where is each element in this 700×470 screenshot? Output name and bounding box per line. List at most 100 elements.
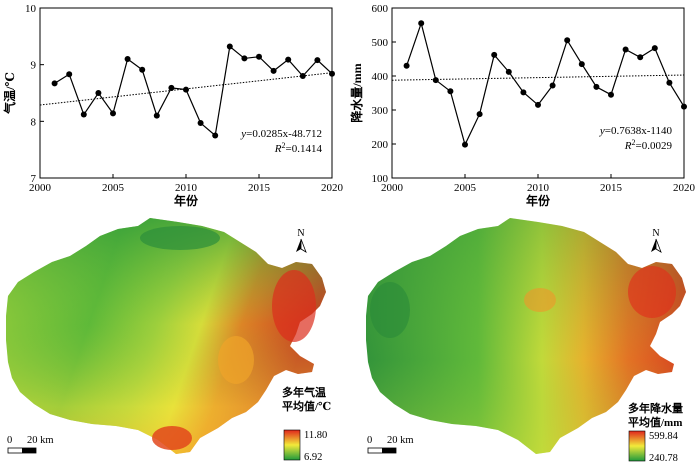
c2-data-point — [505, 68, 512, 75]
c1-data-point — [197, 120, 204, 127]
precipitation-trend-line — [391, 74, 685, 81]
c1-xtick-label: 2000 — [29, 182, 52, 194]
c2-xtick-label: 2020 — [673, 182, 696, 194]
precipitation-regression-equation: y=0.7638x-1140 — [599, 125, 673, 137]
svg-text:599.84: 599.84 — [649, 431, 679, 442]
temperature-map-warm-patch-south — [152, 426, 192, 450]
precipitation-map-warm-patch-center — [524, 288, 556, 312]
temperature-y-axis-label: 气温/℃ — [2, 72, 17, 115]
svg-text:240.78: 240.78 — [649, 453, 678, 464]
temperature-x-axis-label: 年份 — [174, 193, 199, 208]
c1-xtick-label: 2005 — [102, 182, 125, 194]
precipitation-scale-bar: 0 20 km — [367, 435, 414, 454]
c1-ytick-label: 9 — [31, 60, 37, 72]
temperature-r-squared: R2=0.1414 — [274, 141, 323, 155]
c2-ytick-label: 400 — [372, 71, 389, 83]
c2-data-point — [578, 61, 585, 68]
temperature-series-line — [54, 45, 333, 137]
svg-text:0: 0 — [367, 435, 372, 446]
c1-data-point — [66, 71, 73, 78]
c1-data-point — [139, 66, 146, 73]
svg-text:平均值/℃: 平均值/℃ — [282, 399, 331, 413]
c1-data-point — [183, 86, 189, 93]
temperature-legend: 多年气温 平均值/℃ 11.80 6.92 — [282, 385, 331, 463]
c2-xtick-label: 2005 — [454, 182, 477, 194]
c2-ytick-label: 200 — [372, 139, 389, 151]
precipitation-r-squared: R2=0.0029 — [624, 138, 673, 152]
precipitation-map-dark-green-west — [370, 282, 410, 338]
c2-data-point — [564, 37, 571, 44]
svg-text:20 km: 20 km — [387, 435, 414, 446]
temperature-map-dark-green-patch — [140, 226, 220, 250]
c1-xtick-label: 2020 — [321, 182, 344, 194]
c2-data-point — [520, 89, 527, 96]
temperature-map-warm-patch-center — [218, 336, 254, 384]
temperature-map: N 多年气温 平均值/℃ 11.80 6.92 0 20 km — [6, 218, 331, 463]
precipitation-north-arrow: N — [651, 228, 662, 253]
precipitation-x-axis-label: 年份 — [526, 193, 551, 208]
precipitation-legend-colorbar — [628, 430, 646, 462]
c2-data-point — [418, 20, 425, 27]
c2-data-point — [491, 51, 498, 58]
svg-text:11.80: 11.80 — [304, 430, 327, 441]
c2-data-point — [608, 91, 614, 98]
svg-text:6.92: 6.92 — [304, 452, 322, 463]
c2-ytick-label: 600 — [372, 3, 389, 15]
temperature-north-arrow: N — [296, 228, 307, 253]
c2-data-point — [476, 111, 483, 118]
temperature-legend-colorbar — [283, 429, 301, 461]
c1-data-point — [153, 112, 160, 119]
precipitation-map: N 多年降水量 平均值/mm 599.84 240.78 0 20 km — [366, 218, 686, 464]
c1-xtick-label: 2010 — [175, 182, 198, 194]
c1-data-point — [285, 56, 292, 63]
c2-data-point — [447, 88, 454, 95]
svg-text:多年降水量: 多年降水量 — [628, 401, 683, 415]
c1-data-point — [241, 55, 248, 62]
temperature-trend-line — [39, 72, 333, 106]
precipitation-chart: 100 200 300 400 500 600 2000 2005 2010 2015 2020 降… — [349, 3, 696, 208]
c2-data-point — [462, 141, 468, 148]
precipitation-map-shading — [366, 218, 686, 454]
svg-text:N: N — [297, 228, 304, 239]
svg-text:20 km: 20 km — [27, 435, 54, 446]
c1-data-point — [51, 80, 58, 87]
c2-xtick-label: 2010 — [527, 182, 550, 194]
precipitation-legend: 多年降水量 平均值/mm 599.84 240.78 — [628, 401, 683, 464]
c2-data-point — [403, 62, 410, 69]
c2-data-point — [651, 45, 658, 52]
temperature-scale-bar: 0 20 km — [7, 435, 54, 454]
c1-data-point — [226, 43, 233, 50]
c2-data-point — [666, 79, 673, 86]
c2-ytick-label: 100 — [372, 173, 389, 185]
c1-data-point — [329, 70, 335, 77]
c1-data-point — [270, 67, 277, 74]
svg-text:N: N — [652, 228, 659, 239]
c1-data-point — [124, 56, 131, 62]
c1-ytick-label: 8 — [31, 116, 37, 128]
c2-xtick-label: 2000 — [381, 182, 404, 194]
c2-data-point — [637, 54, 644, 61]
c1-data-point — [110, 110, 116, 117]
c1-xtick-label: 2015 — [248, 182, 271, 194]
c1-data-point — [168, 84, 175, 91]
c1-data-point — [299, 73, 306, 79]
c2-data-point — [549, 82, 556, 89]
precipitation-plot-frame — [391, 7, 685, 179]
precipitation-y-axis-label: 降水量/mm — [349, 63, 364, 122]
c2-data-point — [622, 46, 629, 53]
precipitation-map-hot-patch-east — [628, 266, 676, 318]
c2-data-point — [593, 83, 600, 90]
temperature-regression-equation: y=0.0285x-48.712 — [240, 128, 322, 140]
c1-data-point — [256, 53, 262, 60]
svg-text:平均值/mm: 平均值/mm — [628, 415, 682, 429]
c1-ytick-label: 7 — [31, 173, 37, 185]
c2-xtick-label: 2015 — [600, 182, 623, 194]
c2-ytick-label: 300 — [372, 105, 389, 117]
c1-ytick-label: 10 — [25, 3, 37, 15]
c2-data-point — [535, 101, 541, 108]
temperature-chart: 7 8 9 10 2000 2005 2010 2015 2020 气温/℃ 年份 y=0.02… — [2, 3, 344, 208]
c2-ytick-label: 500 — [372, 37, 389, 49]
c1-data-point — [212, 132, 219, 139]
c2-data-point — [432, 77, 439, 84]
